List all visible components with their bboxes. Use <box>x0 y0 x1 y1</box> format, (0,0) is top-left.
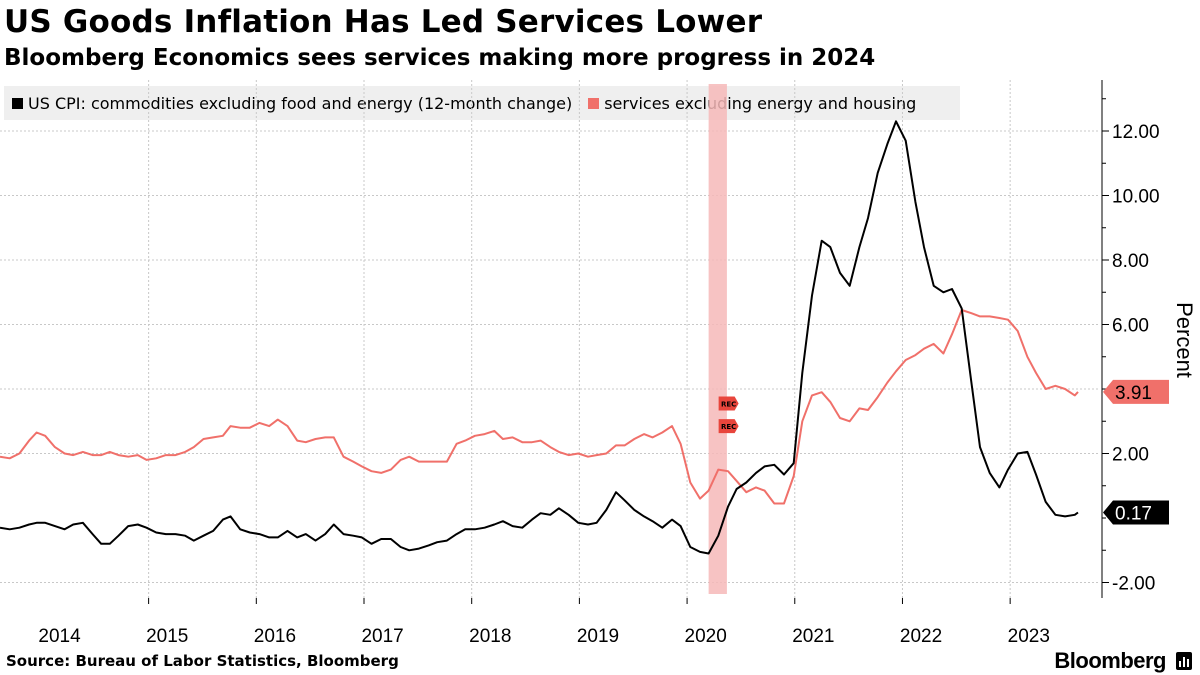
series-line-goods <box>0 120 1079 555</box>
y-tick-label: 12.00 <box>1112 122 1160 143</box>
legend-swatch-goods <box>12 97 23 109</box>
legend-label-goods: US CPI: commodities excluding food and e… <box>28 93 573 113</box>
y-axis-label: Percent <box>1172 302 1197 378</box>
chart-title: US Goods Inflation Has Led Services Lowe… <box>4 4 763 40</box>
series-line-services <box>0 309 1079 505</box>
y-tick-label: 8.00 <box>1112 251 1149 272</box>
last-value-label-goods: 0.17 <box>1115 504 1152 525</box>
last-value-label-services: 3.91 <box>1115 383 1152 404</box>
legend-label-services: services excluding energy and housing <box>604 93 917 113</box>
x-tick-label: 2017 <box>361 626 403 647</box>
chart-subtitle: Bloomberg Economics sees services making… <box>4 45 876 71</box>
recession-marker-label: REC <box>721 401 736 409</box>
x-tick-label: 2018 <box>469 626 511 647</box>
legend-item-goods: US CPI: commodities excluding food and e… <box>12 94 572 113</box>
y-tick-label: 2.00 <box>1112 445 1149 466</box>
source-note: Source: Bureau of Labor Statistics, Bloo… <box>6 652 399 670</box>
legend-item-services: services excluding energy and housing <box>588 94 916 113</box>
x-tick-label: 2020 <box>685 626 727 647</box>
x-tick-label: 2022 <box>900 626 942 647</box>
x-tick-label: 2016 <box>254 626 296 647</box>
x-tick-label: 2021 <box>792 626 834 647</box>
x-tick-label: 2023 <box>1008 626 1050 647</box>
x-tick-label: 2015 <box>146 626 188 647</box>
last-value-label-services-bg <box>1103 379 1169 404</box>
legend: US CPI: commodities excluding food and e… <box>4 86 960 120</box>
x-tick-label: 2014 <box>38 626 81 647</box>
legend-swatch-services <box>588 97 600 109</box>
recession-band <box>708 84 727 594</box>
bloomberg-logo: Bloomberg <box>1054 648 1166 673</box>
y-tick-label: -2.00 <box>1112 574 1155 595</box>
bloomberg-bars-icon <box>1176 652 1192 670</box>
y-tick-label: 10.00 <box>1112 187 1160 208</box>
recession-marker <box>718 419 739 434</box>
recession-marker <box>718 396 739 411</box>
y-tick-label: 6.00 <box>1112 316 1149 337</box>
x-tick-label: 2019 <box>577 626 619 647</box>
last-value-label-goods-bg <box>1103 500 1169 525</box>
recession-marker-label: REC <box>721 423 736 431</box>
